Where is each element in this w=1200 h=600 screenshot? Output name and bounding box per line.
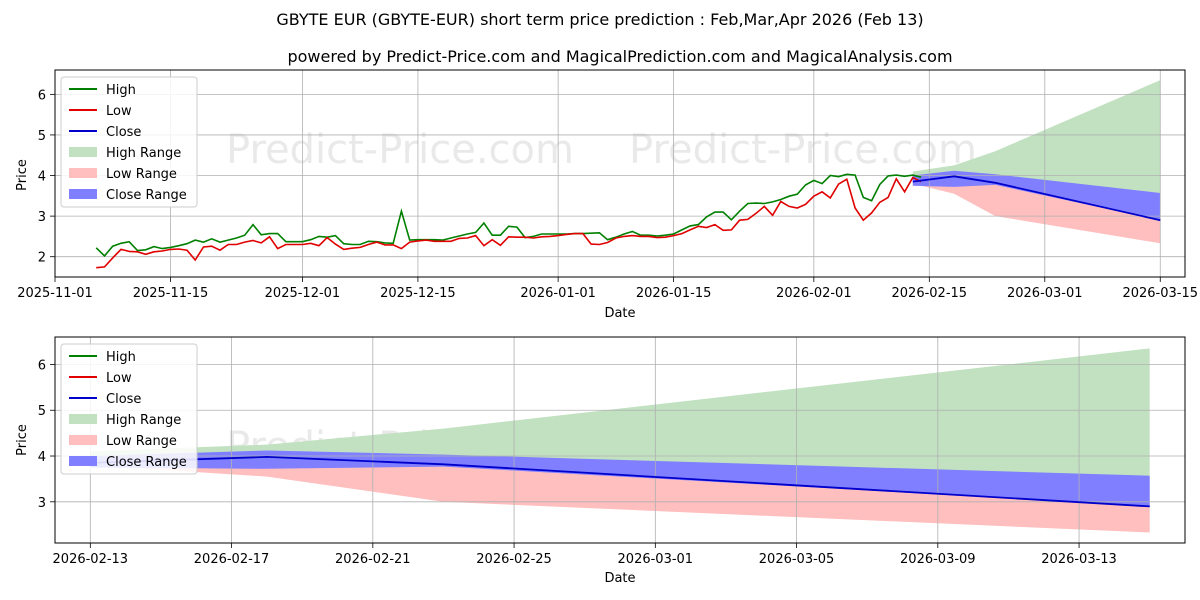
legend-swatch bbox=[69, 435, 97, 445]
watermark-right: Predict-Price.com bbox=[629, 127, 977, 173]
x-axis-label: Date bbox=[604, 571, 635, 586]
y-axis-label: Price bbox=[15, 424, 30, 456]
legend-label: High bbox=[106, 83, 136, 98]
legend-label: Low bbox=[106, 104, 132, 119]
x-tick-label: 2026-03-01 bbox=[1007, 286, 1083, 301]
y-tick-label: 4 bbox=[38, 170, 46, 185]
legend: High Low Close High Range Low Range Close Ran… bbox=[60, 76, 198, 208]
y-tick-label: 5 bbox=[38, 129, 46, 144]
watermark-left: Predict-Price.com bbox=[226, 127, 574, 173]
legend-label: Close Range bbox=[106, 188, 187, 203]
legend-label: High Range bbox=[106, 146, 181, 161]
legend-label: Low Range bbox=[106, 167, 177, 182]
x-tick-label: 2026-03-01 bbox=[618, 552, 694, 567]
x-axis-label: Date bbox=[604, 306, 635, 321]
close-range-area bbox=[90, 450, 1150, 507]
y-tick-label: 3 bbox=[38, 496, 46, 511]
low-range-area bbox=[912, 176, 1161, 244]
close-range-area bbox=[912, 170, 1161, 221]
x-tick-label: 2026-01-01 bbox=[520, 286, 596, 301]
legend-label: High bbox=[106, 350, 136, 365]
x-tick-label: 2025-12-15 bbox=[380, 286, 456, 301]
y-tick-label: 6 bbox=[38, 358, 46, 373]
x-tick-label: 2026-01-15 bbox=[636, 286, 712, 301]
x-tick-label: 2026-03-09 bbox=[900, 552, 976, 567]
x-tick-label: 2026-03-13 bbox=[1041, 552, 1117, 567]
legend: High Low Close High Range Low Range Close Ran… bbox=[60, 343, 198, 475]
legend-label: Low bbox=[106, 371, 132, 386]
x-tick-label: 2025-12-01 bbox=[265, 286, 341, 301]
x-tick-label: 2026-02-17 bbox=[194, 552, 270, 567]
legend-label: Low Range bbox=[106, 434, 177, 449]
legend-swatch bbox=[69, 147, 97, 157]
low-range-area bbox=[90, 456, 1150, 533]
history-chart-panel: Predict-Price.com Predict-Price.com 2025… bbox=[15, 69, 1198, 321]
plot-frame bbox=[54, 69, 1186, 278]
forecast-chart-panel: Predict-Price.com Predict-Price.com 2026… bbox=[15, 336, 1186, 586]
y-tick-label: 5 bbox=[38, 404, 46, 419]
legend-swatch bbox=[69, 414, 97, 424]
plot-frame bbox=[54, 336, 1186, 544]
y-tick-label: 3 bbox=[38, 210, 46, 225]
x-tick-label: 2025-11-15 bbox=[133, 286, 209, 301]
legend-label: Close bbox=[106, 125, 141, 140]
y-axis-label: Price bbox=[15, 159, 30, 191]
x-tick-label: 2026-03-05 bbox=[759, 552, 835, 567]
legend-label: Close bbox=[106, 392, 141, 407]
chart-title: GBYTE EUR (GBYTE-EUR) short term price p… bbox=[276, 10, 923, 29]
x-tick-label: 2026-02-15 bbox=[892, 286, 968, 301]
close-forecast-line bbox=[912, 175, 1161, 222]
x-tick-label: 2025-11-01 bbox=[17, 286, 93, 301]
x-tick-label: 2026-02-13 bbox=[53, 552, 129, 567]
y-tick-label: 4 bbox=[38, 450, 46, 465]
low-series-line bbox=[96, 176, 922, 269]
high-range-area bbox=[90, 348, 1150, 507]
y-tick-label: 6 bbox=[38, 88, 46, 103]
legend-swatch bbox=[69, 456, 97, 466]
legend-label: High Range bbox=[106, 413, 181, 428]
x-tick-label: 2026-02-01 bbox=[776, 286, 852, 301]
legend-label: Close Range bbox=[106, 455, 187, 470]
y-tick-label: 2 bbox=[38, 251, 46, 266]
x-tick-label: 2026-02-25 bbox=[476, 552, 552, 567]
high-series-line bbox=[95, 173, 922, 258]
x-tick-label: 2026-02-21 bbox=[335, 552, 411, 567]
chart-subtitle: powered by Predict-Price.com and Magical… bbox=[287, 47, 952, 66]
x-tick-label: 2026-03-15 bbox=[1122, 286, 1198, 301]
legend-swatch bbox=[69, 189, 97, 199]
legend-swatch bbox=[69, 168, 97, 178]
high-range-area bbox=[912, 80, 1161, 221]
